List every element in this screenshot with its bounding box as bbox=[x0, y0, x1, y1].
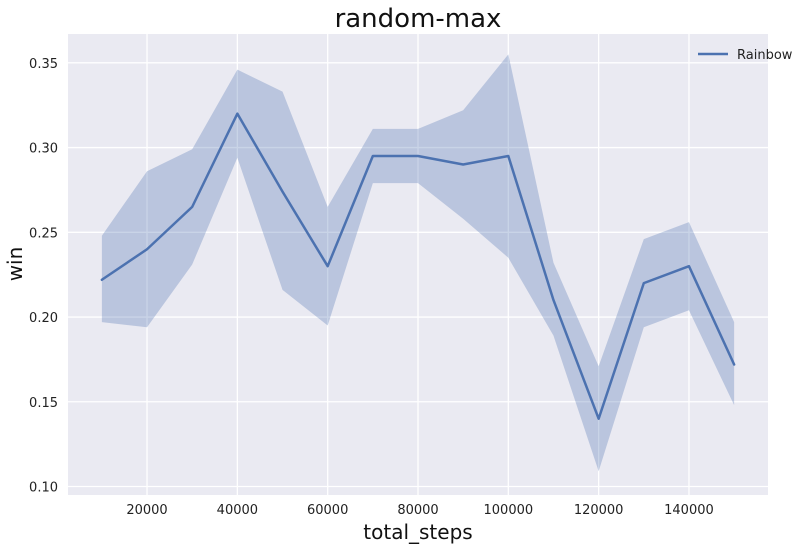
y-tick-labels: 0.10 0.15 0.20 0.25 0.30 0.35 bbox=[29, 57, 58, 496]
x-tick-label: 100000 bbox=[484, 503, 534, 518]
y-tick-label: 0.10 bbox=[29, 481, 58, 496]
x-tick-label: 120000 bbox=[574, 503, 624, 518]
y-tick-label: 0.15 bbox=[29, 396, 58, 411]
legend: Rainbow bbox=[698, 48, 793, 63]
x-tick-label: 60000 bbox=[307, 503, 348, 518]
y-axis-label: win bbox=[3, 247, 27, 282]
x-axis-label: total_steps bbox=[363, 520, 472, 544]
legend-label-rainbow: Rainbow bbox=[737, 48, 793, 63]
y-tick-label: 0.30 bbox=[29, 142, 58, 157]
series-line-rainbow bbox=[100, 112, 736, 420]
x-tick-label: 40000 bbox=[217, 503, 258, 518]
y-gridlines bbox=[68, 62, 768, 488]
y-tick-label: 0.20 bbox=[29, 311, 58, 326]
confidence-band bbox=[101, 54, 735, 472]
x-tick-label: 80000 bbox=[397, 503, 438, 518]
x-tick-label: 20000 bbox=[126, 503, 167, 518]
x-tick-label: 140000 bbox=[664, 503, 714, 518]
chart-title: random-max bbox=[335, 4, 502, 34]
x-tick-labels: 20000 40000 60000 80000 100000 120000 140000 bbox=[126, 503, 713, 518]
y-tick-label: 0.25 bbox=[29, 226, 58, 241]
y-tick-label: 0.35 bbox=[29, 57, 58, 72]
